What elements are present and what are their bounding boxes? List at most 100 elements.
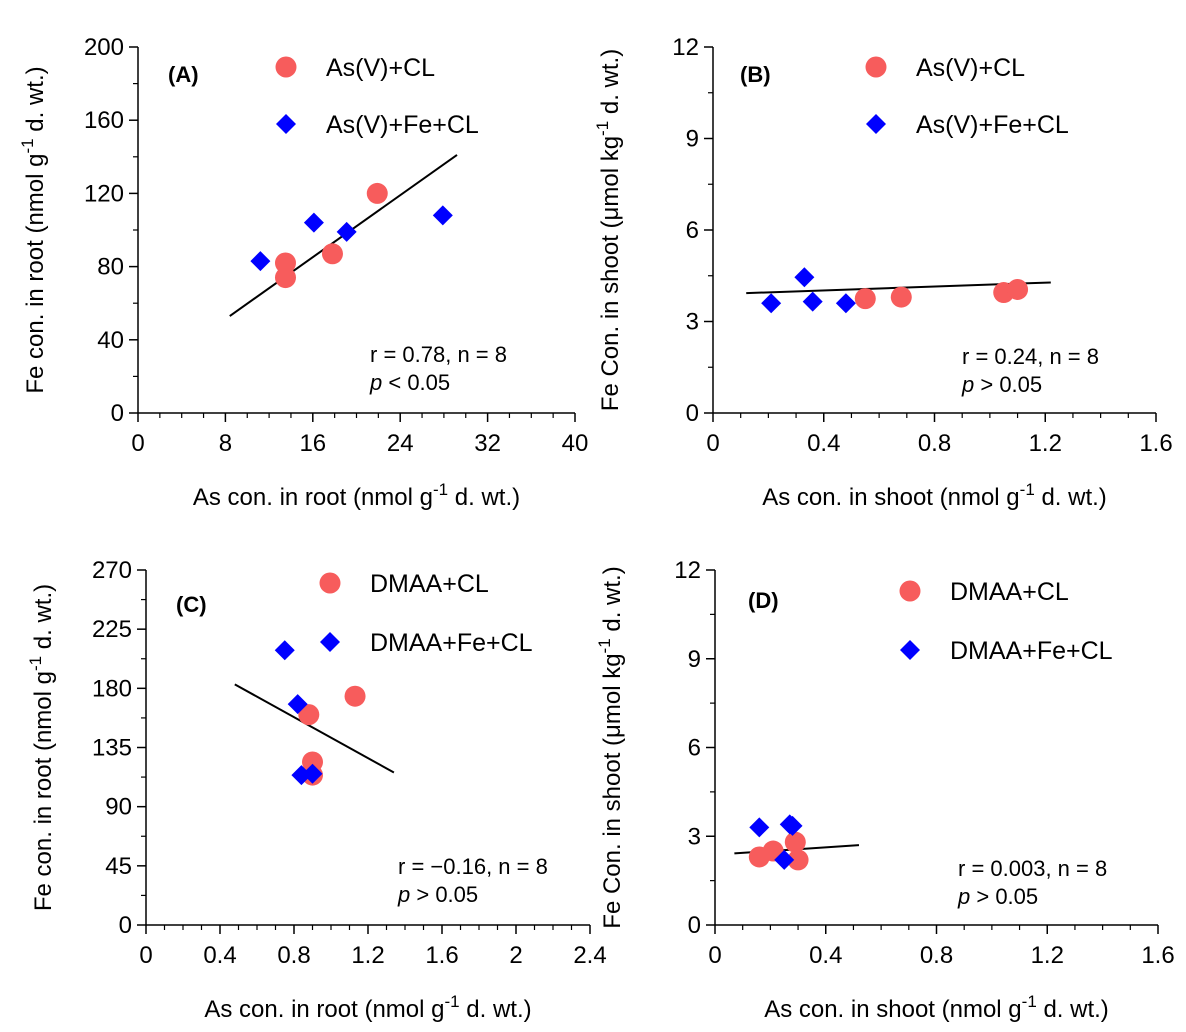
data-point-diamond: [794, 267, 815, 288]
data-point-diamond: [761, 293, 782, 314]
y-tick-label: 0: [111, 400, 124, 427]
y-tick-label: 200: [84, 34, 124, 61]
x-tick-label: 0.8: [918, 430, 951, 457]
y-axis-title: Fe Con. in shoot (μmol kg-1 d. wt.): [593, 49, 624, 411]
y-axis-title-main: Fe Con. in shoot (μmol kg: [599, 653, 626, 928]
x-tick-label: 0: [706, 430, 719, 457]
legend-label: DMAA+Fe+CL: [370, 629, 533, 657]
y-axis-title: Fe Con. in shoot (μmol kg-1 d. wt.): [595, 566, 626, 928]
y-tick-label: 6: [688, 735, 701, 762]
panel-d: 0 3 6 9 12 0 0.4 0.8 1.2 1.6 As con. in shoot (nmo…: [595, 557, 1175, 1023]
y-axis-title-tail: d. wt.): [597, 49, 624, 121]
stat-r-n: r = 0.003, n = 8: [958, 856, 1107, 881]
x-axis-title-main: As con. in shoot (nmol g: [764, 996, 1021, 1023]
y-tick-label: 120: [84, 180, 124, 207]
stat-r-n: r = 0.78, n = 8: [370, 342, 507, 367]
x-tick-label: 0: [139, 942, 152, 969]
y-tick-label: 0: [686, 400, 699, 427]
x-axis-title-main: As con. in root (nmol g: [204, 996, 444, 1023]
panel-label: (C): [176, 592, 207, 617]
x-tick-label: 1.2: [1031, 942, 1064, 969]
y-axis-title-sup: -1: [593, 121, 612, 136]
x-axis-title-sup: -1: [1020, 480, 1035, 499]
y-axis-title-main: Fe con. in root (nmol g: [22, 154, 49, 394]
y-tick-label: 135: [92, 735, 132, 762]
panel-c: 0 45 90 135 180 225 270 0 0.4 0.8 1.2 1.6 2 2.4 As con…: [26, 557, 607, 1023]
data-point-circle: [321, 243, 343, 265]
x-axis-title: As con. in shoot (nmol g-1 d. wt.): [762, 480, 1107, 511]
data-point-circle: [344, 685, 366, 707]
panel-label: (D): [748, 588, 779, 613]
x-axis-title-sup: -1: [433, 480, 448, 499]
y-tick-label: 3: [686, 309, 699, 336]
x-tick-label: 24: [387, 430, 414, 457]
x-axis-title: As con. in root (nmol g-1 d. wt.): [193, 480, 520, 511]
y-tick-label: 90: [105, 794, 132, 821]
legend-label: As(V)+Fe+CL: [916, 111, 1069, 139]
x-axis-title-tail: d. wt.): [1035, 484, 1107, 511]
data-point-circle: [274, 267, 296, 289]
legend-marker-diamond: [320, 632, 340, 652]
stat-p-symbol: p: [369, 370, 382, 395]
x-axis-title-main: As con. in shoot (nmol g: [762, 484, 1019, 511]
y-tick-label: 160: [84, 107, 124, 134]
data-point-circle: [890, 286, 912, 308]
y-axis-title-sup: -1: [26, 656, 45, 671]
panel-label: (A): [168, 62, 199, 87]
stat-p-symbol: p: [957, 884, 970, 909]
data-point-circle: [854, 288, 876, 310]
y-tick-label: 9: [686, 126, 699, 153]
x-axis-title: As con. in root (nmol g-1 d. wt.): [204, 992, 531, 1023]
x-tick-label: 1.6: [1141, 942, 1174, 969]
y-tick-label: 225: [92, 616, 132, 643]
x-tick-label: 0: [131, 430, 144, 457]
stat-p-symbol: p: [397, 882, 410, 907]
legend-marker-diamond: [276, 114, 296, 134]
data-point-circle: [366, 182, 388, 204]
data-point-diamond: [749, 817, 770, 838]
panel-b: 0 3 6 9 12 0 0.4 0.8 1.2 1.6 As con. in shoot (nmo…: [593, 34, 1173, 511]
y-axis-title-tail: d. wt.): [30, 584, 57, 656]
stat-p: p > 0.05: [957, 884, 1038, 909]
y-tick-label: 40: [97, 327, 124, 354]
data-point-circle: [298, 704, 320, 726]
x-tick-label: 0.4: [807, 430, 840, 457]
y-tick-label: 270: [92, 557, 132, 584]
y-axis-title: Fe con. in root (nmol g-1 d. wt.): [18, 66, 49, 393]
legend-label: DMAA+CL: [950, 578, 1069, 606]
x-axis-title-tail: d. wt.): [460, 996, 532, 1023]
stat-p-symbol: p: [961, 372, 974, 397]
data-point-diamond: [782, 815, 803, 836]
x-axis-title: As con. in shoot (nmol g-1 d. wt.): [764, 992, 1109, 1023]
y-tick-label: 6: [686, 217, 699, 244]
data-point-diamond: [302, 763, 323, 784]
stat-p: p < 0.05: [369, 370, 450, 395]
regression-line: [234, 683, 395, 774]
x-tick-label: 32: [474, 430, 501, 457]
y-tick-label: 0: [119, 912, 132, 939]
data-point-diamond: [250, 251, 271, 272]
y-tick-label: 12: [674, 557, 701, 584]
y-axis-title-main: Fe con. in root (nmol g: [30, 671, 57, 911]
data-point-diamond: [287, 694, 308, 715]
y-tick-label: 45: [105, 853, 132, 880]
y-tick-label: 3: [688, 823, 701, 850]
x-tick-label: 40: [562, 430, 589, 457]
stat-p-value: > 0.05: [970, 884, 1038, 909]
x-tick-label: 1.2: [351, 942, 384, 969]
x-tick-label: 0.4: [203, 942, 236, 969]
x-axis-title-sup: -1: [444, 992, 459, 1011]
x-axis-title-main: As con. in root (nmol g: [193, 484, 433, 511]
legend-marker-diamond: [900, 640, 920, 660]
stat-p-value: < 0.05: [382, 370, 450, 395]
stat-p-value: > 0.05: [410, 882, 478, 907]
x-tick-label: 16: [299, 430, 326, 457]
x-axis-title-tail: d. wt.): [448, 484, 520, 511]
stat-p: p > 0.05: [961, 372, 1042, 397]
stat-r-n: r = 0.24, n = 8: [962, 344, 1099, 369]
data-point-circle: [784, 831, 806, 853]
y-axis-title-tail: d. wt.): [599, 566, 626, 638]
x-tick-label: 2.4: [573, 942, 606, 969]
x-tick-label: 0.8: [277, 942, 310, 969]
